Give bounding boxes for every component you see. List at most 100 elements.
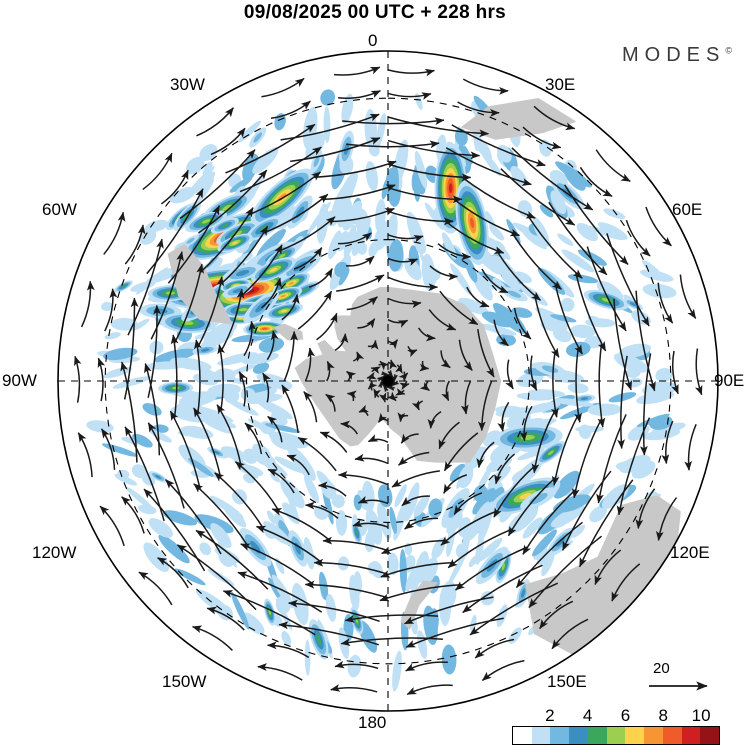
wind-vector xyxy=(406,684,453,696)
wind-vector xyxy=(127,238,164,336)
wind-vector xyxy=(142,152,173,191)
amplitude-contour xyxy=(532,529,557,557)
amplitude-contour xyxy=(222,503,247,528)
wind-vector xyxy=(99,505,125,547)
wind-vector xyxy=(474,638,515,659)
amplitude-contour xyxy=(335,510,348,536)
amplitude-contour xyxy=(267,510,276,525)
wind-vector xyxy=(493,319,509,347)
amplitude-contour xyxy=(642,260,666,282)
amplitude-contour xyxy=(516,392,554,401)
wind-vector xyxy=(511,147,594,211)
amplitude-contour xyxy=(496,604,508,627)
lon-label-30w: 30W xyxy=(170,75,205,94)
amplitude-contour xyxy=(228,364,257,376)
amplitude-contour xyxy=(547,450,554,456)
wind-vector xyxy=(97,357,106,402)
colorbar-swatches xyxy=(512,726,720,745)
wind-vector xyxy=(261,77,305,98)
wind-vector xyxy=(243,320,257,357)
amplitude-contour xyxy=(458,297,489,315)
wind-vector xyxy=(398,451,430,466)
wind-vector xyxy=(100,428,116,470)
amplitude-contour xyxy=(221,204,232,211)
amplitude-contour xyxy=(155,474,162,479)
wind-vector xyxy=(336,274,385,292)
wind-vector xyxy=(330,684,378,693)
amplitude-contour xyxy=(511,468,533,482)
wind-vector xyxy=(564,184,629,265)
amplitude-contour xyxy=(104,332,121,340)
amplitude-contour xyxy=(485,210,497,232)
amplitude-contour xyxy=(365,161,379,192)
amplitude-contour xyxy=(411,170,419,192)
amplitude-contour xyxy=(541,365,559,373)
colorbar-swatch xyxy=(662,727,682,744)
wind-vector xyxy=(387,139,481,160)
colorbar-swatch xyxy=(644,727,663,744)
amplitude-contour xyxy=(415,93,423,110)
amplitude-contour xyxy=(472,487,496,515)
amplitude-contour xyxy=(405,565,420,592)
wind-vector xyxy=(286,454,310,476)
colorbar: 2 4 6 8 10 xyxy=(512,706,720,745)
wind-vector xyxy=(548,201,608,276)
amplitude-contour xyxy=(410,561,422,600)
amplitude-contour xyxy=(323,106,331,143)
amplitude-contour xyxy=(550,505,585,528)
amplitude-contour xyxy=(328,230,342,260)
amplitude-contour xyxy=(158,534,190,564)
amplitude-contour xyxy=(399,548,407,593)
amplitude-contour xyxy=(103,347,138,361)
amplitude-contour xyxy=(357,242,368,255)
wind-vector xyxy=(399,380,410,391)
amplitude-contour xyxy=(439,585,452,626)
wind-vector xyxy=(586,246,627,332)
amplitude-contour xyxy=(529,492,548,505)
wind-vector xyxy=(596,414,627,504)
wind-vector xyxy=(529,355,538,391)
colorbar-swatch xyxy=(700,727,720,744)
wind-vector xyxy=(428,309,457,331)
amplitude-contour xyxy=(316,203,329,244)
amplitude-contour xyxy=(295,206,305,218)
wind-vector xyxy=(613,298,633,391)
wind-vector xyxy=(595,149,631,182)
amplitude-contour xyxy=(355,529,359,536)
amplitude-contour xyxy=(131,464,147,479)
wind-vector xyxy=(373,388,381,399)
wind-vector xyxy=(342,117,445,126)
amplitude-contour xyxy=(188,457,214,477)
amplitude-contour xyxy=(337,556,350,571)
lon-label-60e: 60E xyxy=(672,200,703,219)
amplitude-contour xyxy=(162,510,198,526)
amplitude-contour xyxy=(507,290,522,298)
wind-vector xyxy=(500,168,576,226)
wind-vector xyxy=(313,160,397,178)
wind-vector xyxy=(533,105,576,131)
amplitude-contour xyxy=(342,200,363,231)
vector-scale-value: 20 xyxy=(653,660,670,677)
wind-vector xyxy=(304,347,316,382)
amplitude-contour xyxy=(256,399,293,420)
amplitude-contour xyxy=(636,413,670,427)
wind-vector xyxy=(308,268,333,288)
amplitude-contour xyxy=(305,132,325,160)
wind-vector xyxy=(366,371,377,382)
wind-vector xyxy=(179,149,256,220)
wind-vector xyxy=(77,432,93,478)
amplitude-contour xyxy=(643,428,681,441)
colorbar-tick-label: 4 xyxy=(582,706,593,725)
wind-vector xyxy=(104,288,118,332)
amplitude-contour xyxy=(578,424,592,440)
colorbar-tick-label: 2 xyxy=(545,706,555,725)
wind-vector xyxy=(481,268,509,294)
wind-vector xyxy=(267,468,295,494)
wind-vector xyxy=(387,319,409,328)
amplitude-contour xyxy=(253,132,262,143)
wind-vector xyxy=(579,166,613,197)
colorbar-ticks: 2 4 6 8 10 xyxy=(512,706,720,726)
lon-label-120e: 120E xyxy=(670,543,710,562)
amplitude-contour xyxy=(517,448,545,461)
amplitude-contour xyxy=(567,382,589,394)
